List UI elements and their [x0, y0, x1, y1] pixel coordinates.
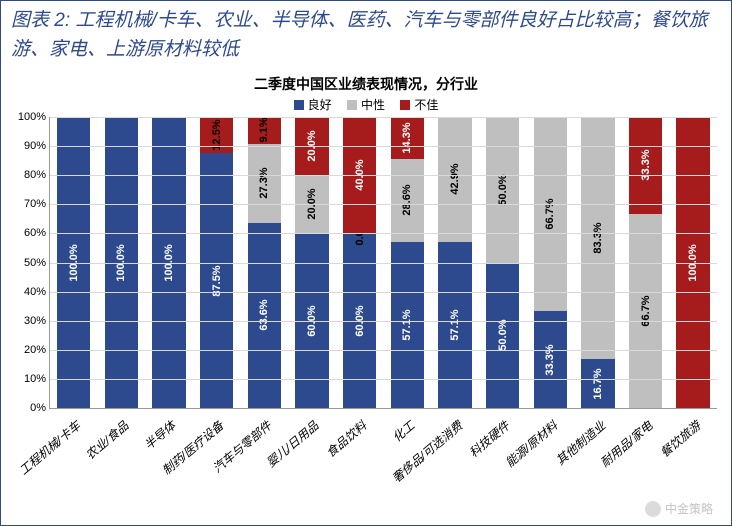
gridline [50, 292, 717, 293]
x-tick-slot: 奢侈品/可选消费 [431, 411, 479, 511]
x-tick-slot: 婴儿/日用品 [288, 411, 336, 511]
y-tick-label: 100% [18, 111, 50, 123]
y-tick-label: 40% [24, 286, 50, 298]
legend-label: 不佳 [414, 96, 438, 113]
x-tick-label: 化工 [388, 417, 417, 445]
bar-segment-bad: 14.3% [391, 117, 424, 159]
y-tick-label: 90% [24, 140, 50, 152]
plot-area: 100.0%100.0%100.0%87.5%12.5%63.6%27.3%9.… [49, 117, 717, 409]
gridline [50, 146, 717, 147]
bar-segment-neutral: 50.0% [486, 117, 519, 263]
x-tick-label: 工程机械/卡车 [15, 417, 84, 478]
y-tick-label: 0% [30, 402, 50, 414]
watermark-text: 中金策略 [665, 500, 713, 517]
legend-label: 中性 [361, 96, 385, 113]
x-tick-slot: 工程机械/卡车 [49, 411, 97, 511]
gridline [50, 350, 717, 351]
bar-segment-neutral: 83.3% [581, 117, 614, 359]
figure-title-block: 图表 2: 工程机械/卡车、农业、半导体、医药、汽车与零部件良好占比较高；餐饮旅… [1, 1, 731, 68]
gridline [50, 117, 717, 118]
chart-title: 二季度中国区业绩表现情况，分行业 [1, 74, 731, 94]
bar-value-label: 33.3% [544, 344, 556, 375]
bar-segment-good: 33.3% [534, 311, 567, 408]
gridline [50, 263, 717, 264]
x-axis-labels: 工程机械/卡车农业/食品半导体制药/医疗设备汽车与零部件婴儿/日用品食品饮料化工… [49, 411, 717, 511]
gridline [50, 379, 717, 380]
bar-segment-bad: 9.1% [248, 117, 281, 143]
bar-value-label: 83.3% [592, 223, 604, 254]
bar-value-label: 63.6% [258, 300, 270, 331]
x-tick-label: 半导体 [141, 417, 180, 453]
chart-area: 100.0%100.0%100.0%87.5%12.5%63.6%27.3%9.… [49, 117, 717, 409]
gridline [50, 233, 717, 234]
y-tick-label: 70% [24, 198, 50, 210]
legend-item-neutral: 中性 [347, 96, 385, 113]
bar-value-label: 16.7% [592, 368, 604, 399]
bar-value-label: 33.3% [640, 150, 652, 181]
watermark-icon [645, 501, 661, 517]
y-tick-label: 20% [24, 344, 50, 356]
bar-segment-bad: 33.3% [629, 117, 662, 214]
bar-segment-good: 63.6% [248, 223, 281, 408]
gridline [50, 321, 717, 322]
legend-item-bad: 不佳 [400, 96, 438, 113]
gridline [50, 204, 717, 205]
bar-value-label: 27.3% [258, 168, 270, 199]
chart-frame: { "header": { "title": "图表 2: 工程机械/卡车、农业… [0, 0, 732, 526]
bar-segment-good: 87.5% [200, 153, 233, 408]
watermark: 中金策略 [645, 500, 713, 517]
legend-swatch-good [294, 100, 304, 110]
bar-value-label: 42.9% [449, 164, 461, 195]
legend-item-good: 良好 [294, 96, 332, 113]
bar-value-label: 50.0% [497, 320, 509, 351]
x-tick-slot: 耐用品/家电 [622, 411, 670, 511]
bar-value-label: 50.0% [497, 174, 509, 205]
bar-segment-good: 16.7% [581, 359, 614, 408]
x-tick-slot: 餐饮旅游 [669, 411, 717, 511]
legend-swatch-bad [400, 100, 410, 110]
x-tick-slot: 食品饮料 [335, 411, 383, 511]
bar-value-label: 57.1% [401, 309, 413, 340]
bar-segment-neutral: 42.9% [438, 117, 471, 242]
y-tick-label: 50% [24, 257, 50, 269]
figure-title: 图表 2: 工程机械/卡车、农业、半导体、医药、汽车与零部件良好占比较高；餐饮旅… [11, 7, 721, 64]
y-tick-label: 10% [24, 373, 50, 385]
legend: 良好 中性 不佳 [1, 96, 731, 113]
bar-value-label: 9.1% [258, 118, 270, 143]
bar-segment-good: 57.1% [438, 242, 471, 408]
x-tick-slot: 农业/食品 [97, 411, 145, 511]
bar-segment-bad: 12.5% [200, 117, 233, 153]
bar-value-label: 14.3% [401, 122, 413, 153]
bar-value-label: 66.7% [640, 295, 652, 326]
legend-label: 良好 [308, 96, 332, 113]
bar-segment-good: 50.0% [486, 263, 519, 409]
y-tick-label: 60% [24, 227, 50, 239]
bar-segment-good: 57.1% [391, 242, 424, 408]
bar-value-label: 28.6% [401, 185, 413, 216]
bar-value-label: 57.1% [449, 309, 461, 340]
y-tick-label: 80% [24, 169, 50, 181]
bar-value-label: 66.7% [544, 198, 556, 229]
bar-segment-neutral: 28.6% [391, 159, 424, 242]
y-tick-label: 30% [24, 315, 50, 327]
bar-segment-neutral: 27.3% [248, 144, 281, 223]
legend-swatch-neutral [347, 100, 357, 110]
gridline [50, 175, 717, 176]
